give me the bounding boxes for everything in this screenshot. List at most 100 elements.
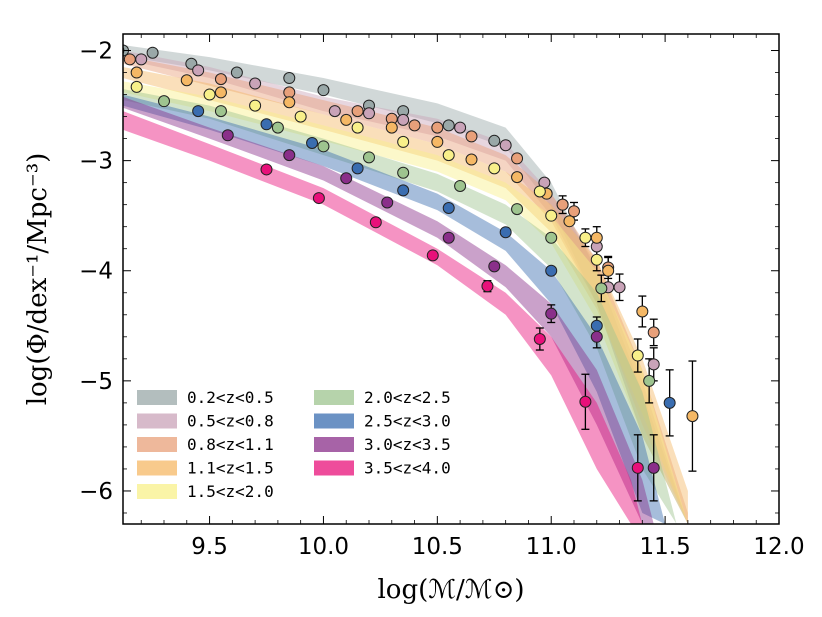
point-2-2 <box>283 86 296 99</box>
point-6-4 <box>397 184 410 197</box>
point-2-5 <box>408 119 421 132</box>
point-3-2 <box>214 86 227 99</box>
point-0-9 <box>488 134 501 147</box>
point-8-5 <box>533 333 546 346</box>
legend-label-6: 2.5<z<3.0 <box>364 412 451 431</box>
point-3-12 <box>602 264 615 277</box>
xtick-label-2: 10.5 <box>412 534 463 560</box>
point-6-2 <box>306 137 319 150</box>
point-2-8 <box>511 152 524 165</box>
point-5-9 <box>595 282 608 295</box>
point-3-7 <box>465 153 478 166</box>
point-6-0 <box>192 105 205 118</box>
point-3-3 <box>283 96 296 109</box>
plot-frame <box>122 33 780 525</box>
y-axis-title: log(Φ/dex⁻¹/Mpc⁻³) <box>23 153 53 406</box>
point-6-3 <box>351 162 364 175</box>
tick-layer: 9.5 10.0 10.5 11.0 11.5 12.0 −2 −3 −4 −5 −6 <box>79 34 805 560</box>
point-0-8 <box>442 119 455 132</box>
point-8-2 <box>369 216 382 229</box>
point-2-12 <box>647 326 660 339</box>
point-8-3 <box>426 249 439 262</box>
point-4-0 <box>130 80 143 93</box>
ytick-label-4: −6 <box>79 479 113 505</box>
point-3-8 <box>511 171 524 184</box>
point-6-1 <box>260 118 273 131</box>
point-5-3 <box>317 140 330 153</box>
point-7-2 <box>340 172 353 185</box>
point-4-1 <box>203 88 216 101</box>
point-8-0 <box>260 163 273 176</box>
legend-label-1: 0.5<z<0.8 <box>187 412 274 431</box>
point-8-6 <box>579 395 592 408</box>
legend-label-5: 2.0<z<2.5 <box>364 388 451 407</box>
legend-swatch-6 <box>314 413 354 429</box>
legend: 0.2<z<0.5 0.5<z<0.8 0.8<z<1.1 1.1<z<1.5 1.5<… <box>137 388 451 501</box>
point-5-2 <box>271 121 284 134</box>
point-5-7 <box>511 203 524 216</box>
point-5-6 <box>454 179 467 192</box>
point-3-1 <box>180 74 193 87</box>
point-0-4 <box>283 72 296 85</box>
legend-label-2: 0.8<z<1.1 <box>187 435 274 454</box>
point-6-8 <box>590 319 603 332</box>
band-6 <box>123 94 666 524</box>
xtick-label-3: 11.0 <box>526 534 577 560</box>
point-1-14 <box>647 358 660 371</box>
point-5-4 <box>363 151 375 164</box>
point-2-6 <box>431 121 444 134</box>
legend-label-7: 3.0<z<3.5 <box>364 435 451 454</box>
point-4-2 <box>249 99 262 112</box>
legend-swatch-8 <box>314 460 354 476</box>
point-3-14 <box>686 410 699 423</box>
point-5-0 <box>158 95 170 108</box>
point-3-13 <box>636 305 649 318</box>
point-4-6 <box>442 149 455 162</box>
point-2-9 <box>556 198 569 211</box>
xtick-label-1: 10.0 <box>298 534 349 560</box>
point-3-11 <box>590 231 603 244</box>
ytick-label-2: −4 <box>79 259 113 285</box>
point-2-1 <box>214 73 227 86</box>
point-0-1 <box>146 46 159 59</box>
x-axis-title: log(ℳ/ℳ⊙) <box>377 575 524 605</box>
point-2-0 <box>123 53 136 66</box>
point-8-1 <box>312 192 325 205</box>
ytick-label-3: −5 <box>79 369 113 395</box>
point-0-3 <box>230 66 243 79</box>
plot-background <box>123 34 779 524</box>
point-1-4 <box>328 105 341 118</box>
xtick-label-4: 11.5 <box>640 534 691 560</box>
point-0-5 <box>317 84 330 97</box>
legend-swatch-0 <box>137 390 177 405</box>
point-3-4 <box>340 113 353 126</box>
point-7-1 <box>283 149 296 162</box>
legend-swatch-5 <box>314 390 354 405</box>
legend-label-4: 1.5<z<2.0 <box>187 482 274 501</box>
legend-swatch-4 <box>137 484 177 499</box>
point-4-12 <box>631 349 644 362</box>
point-4-11 <box>590 253 603 266</box>
point-1-7 <box>454 121 467 134</box>
point-6-9 <box>663 396 676 409</box>
point-1-6 <box>397 113 410 126</box>
point-4-7 <box>488 162 501 175</box>
point-2-7 <box>465 130 478 143</box>
legend-swatch-7 <box>314 437 354 452</box>
point-3-5 <box>385 121 398 134</box>
point-1-2 <box>192 64 205 77</box>
point-6-6 <box>499 226 512 239</box>
ytick-label-1: −3 <box>79 149 113 175</box>
point-1-13 <box>613 281 626 294</box>
legend-swatch-3 <box>137 460 177 476</box>
legend-swatch-1 <box>137 413 177 429</box>
point-3-6 <box>431 135 444 148</box>
legend-label-0: 0.2<z<0.5 <box>187 388 274 407</box>
point-5-8 <box>545 231 558 244</box>
legend-swatch-2 <box>137 437 177 452</box>
xtick-label-0: 9.5 <box>191 534 228 560</box>
point-2-10 <box>568 205 580 218</box>
point-5-1 <box>214 105 227 118</box>
point-4-10 <box>579 231 592 244</box>
